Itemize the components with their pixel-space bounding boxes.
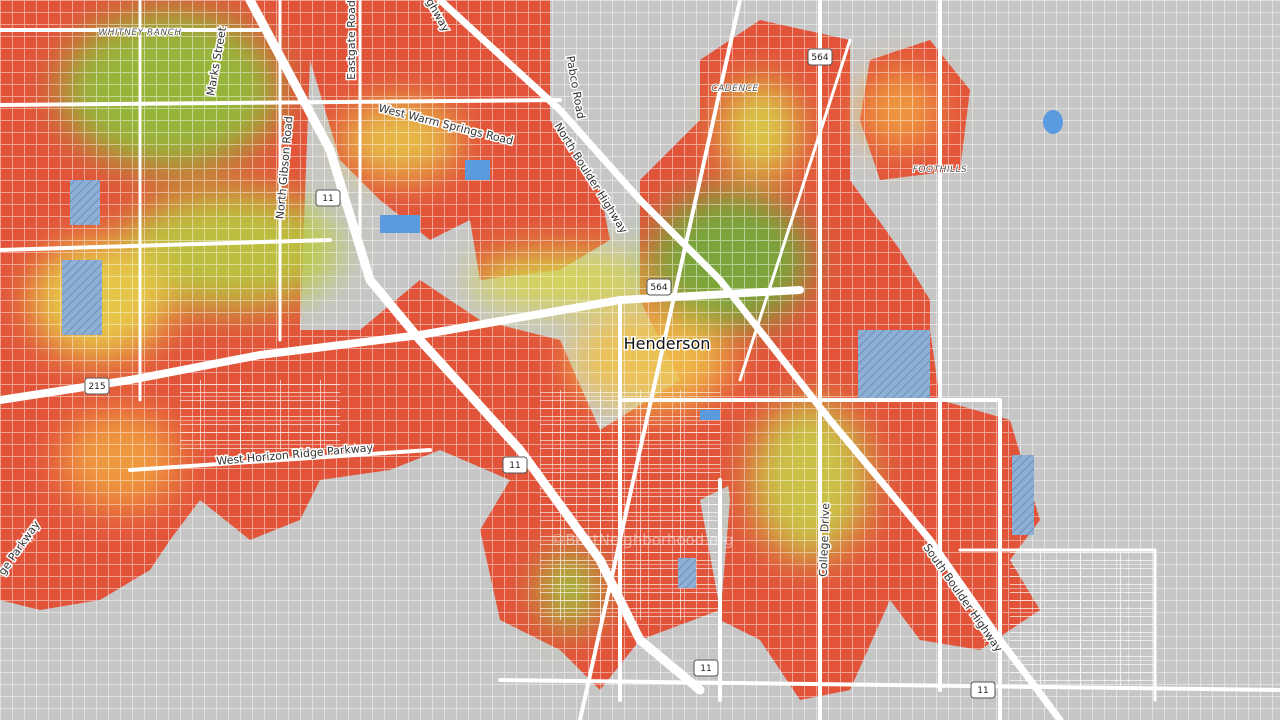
route-shield: 564	[646, 278, 672, 296]
road-label: Eastgate Road	[345, 0, 358, 80]
shield-number: 11	[509, 461, 520, 471]
route-shield: 11	[315, 189, 341, 207]
shield-number: 11	[977, 686, 988, 696]
area-label: FOOTHILLS	[913, 165, 968, 175]
route-shield: 11	[693, 659, 719, 677]
shield-body	[646, 278, 672, 296]
shield-number: 564	[650, 283, 667, 293]
shield-body	[315, 189, 341, 207]
shield-number: 11	[700, 664, 711, 674]
route-shield: 215	[84, 377, 110, 395]
shield-body	[693, 659, 719, 677]
shield-number: 215	[88, 382, 105, 392]
shield-body	[84, 377, 110, 395]
shield-number: 11	[322, 194, 333, 204]
shield-number: 564	[811, 53, 828, 63]
shield-body	[970, 681, 996, 699]
road-label: College Drive	[817, 503, 833, 578]
route-shield: 11	[970, 681, 996, 699]
shields: 564 564 11 215 11 11 11	[84, 48, 996, 699]
route-shield: 564	[807, 48, 833, 66]
area-label: WHITNEY RANCH	[98, 28, 181, 38]
watermark: ©BestNeighborhood.org	[550, 531, 733, 549]
parks	[62, 110, 1063, 588]
shield-body	[807, 48, 833, 66]
route-shield: 11	[502, 456, 528, 474]
area-label: CADENCE	[711, 84, 758, 94]
shield-body	[502, 456, 528, 474]
city-label[interactable]: Henderson	[622, 333, 712, 355]
